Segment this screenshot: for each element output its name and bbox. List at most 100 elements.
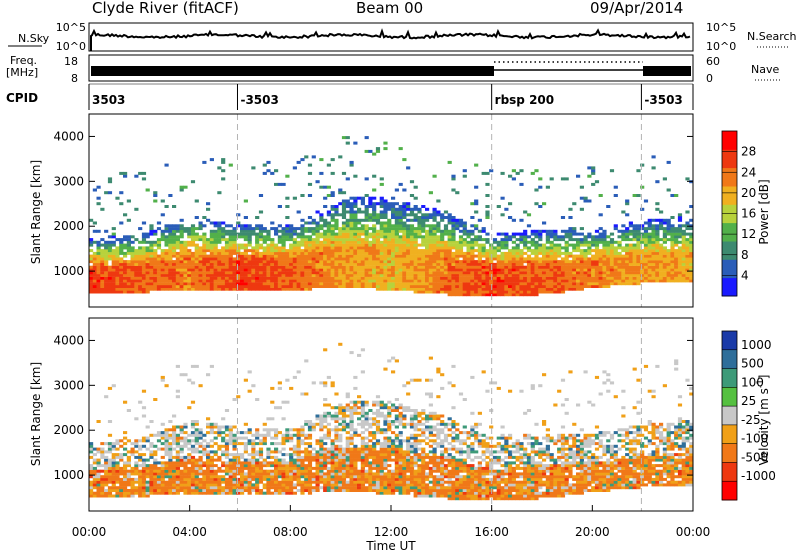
power-cell [383, 273, 388, 277]
power-cell [274, 246, 279, 250]
power-cell [187, 276, 192, 280]
power-cell [534, 279, 539, 283]
power-cell [530, 271, 535, 275]
power-cell [523, 238, 528, 242]
power-cell [341, 136, 347, 140]
power-cell [292, 285, 297, 288]
power-cell [187, 285, 192, 288]
power-cell [315, 224, 320, 228]
power-cell [470, 279, 475, 283]
velocity-cell [164, 447, 169, 451]
power-cell [330, 265, 335, 269]
velocity-cell [141, 469, 147, 473]
power-cell [266, 282, 271, 286]
power-cell [236, 243, 241, 247]
power-cell [689, 227, 693, 231]
power-cell [519, 279, 524, 283]
power-cell [685, 243, 690, 247]
power-cell [341, 227, 347, 231]
power-cell [594, 276, 600, 280]
power-cell [266, 276, 271, 280]
power-cell [341, 229, 347, 233]
velocity-cell [168, 444, 173, 448]
power-cell [111, 287, 116, 291]
velocity-cell [100, 494, 105, 498]
power-cell [341, 257, 347, 261]
velocity-cell [92, 472, 97, 476]
power-cell [628, 257, 633, 261]
power-cell [538, 205, 543, 208]
power-cell [409, 276, 415, 280]
power-cell [172, 268, 177, 272]
power-cell [609, 271, 615, 275]
power-cell [383, 276, 388, 280]
velocity-cell [141, 453, 147, 457]
power-cell [387, 202, 392, 206]
velocity-cell [160, 464, 165, 468]
power-cell [462, 276, 467, 280]
power-cell [440, 251, 445, 255]
power-cell [341, 240, 347, 244]
power-cell [489, 271, 494, 275]
power-cell [500, 238, 505, 242]
velocity-cell [258, 480, 264, 484]
power-cell [515, 257, 520, 261]
power-cell [311, 271, 316, 275]
power-cell [681, 262, 686, 266]
velocity-cell [190, 489, 196, 492]
power-cell [398, 265, 403, 269]
power-cell [274, 262, 279, 266]
power-cell [156, 254, 162, 258]
velocity-cell [240, 489, 245, 492]
velocity-cell [209, 489, 214, 492]
power-cell [391, 210, 396, 214]
power-cell [579, 254, 584, 258]
power-cell [447, 268, 452, 272]
power-cell [598, 238, 603, 242]
power-cell [232, 257, 237, 261]
power-cell [500, 293, 505, 297]
power-cell [436, 282, 441, 286]
power-cell [375, 243, 381, 247]
power-cell [625, 257, 630, 261]
power-cell [613, 265, 618, 269]
power-cell [266, 235, 271, 239]
power-cell [221, 257, 226, 261]
power-cell [553, 271, 558, 275]
power-cell [315, 282, 320, 286]
power-cell [436, 221, 441, 225]
power-cell [398, 238, 403, 242]
velocity-cell [89, 466, 94, 470]
power-cell [485, 251, 490, 255]
power-cell [572, 287, 577, 291]
power-cell [262, 163, 267, 167]
power-cell [164, 282, 169, 286]
power-cell [557, 290, 562, 294]
power-cell [240, 276, 245, 280]
power-cell [511, 177, 516, 181]
power-cell [213, 262, 218, 266]
velocity-cell [145, 489, 150, 492]
power-cell [553, 249, 558, 253]
power-cell [107, 268, 113, 272]
power-cell [323, 276, 328, 280]
power-cell [549, 235, 554, 239]
power-cell [383, 205, 388, 208]
power-cell [481, 254, 486, 258]
power-cell [655, 265, 660, 269]
power-cell [598, 271, 603, 275]
power-cell [402, 240, 407, 244]
power-cell [375, 218, 381, 222]
velocity-cell [156, 477, 162, 481]
power-cell [387, 207, 392, 211]
velocity-cell [274, 475, 279, 479]
power-cell [523, 210, 528, 214]
power-cell [224, 232, 230, 236]
power-cell [251, 273, 256, 277]
power-cell [296, 232, 301, 236]
power-cell [504, 285, 509, 288]
power-cell [372, 257, 377, 261]
power-cell [345, 251, 350, 255]
power-cell [353, 196, 358, 200]
